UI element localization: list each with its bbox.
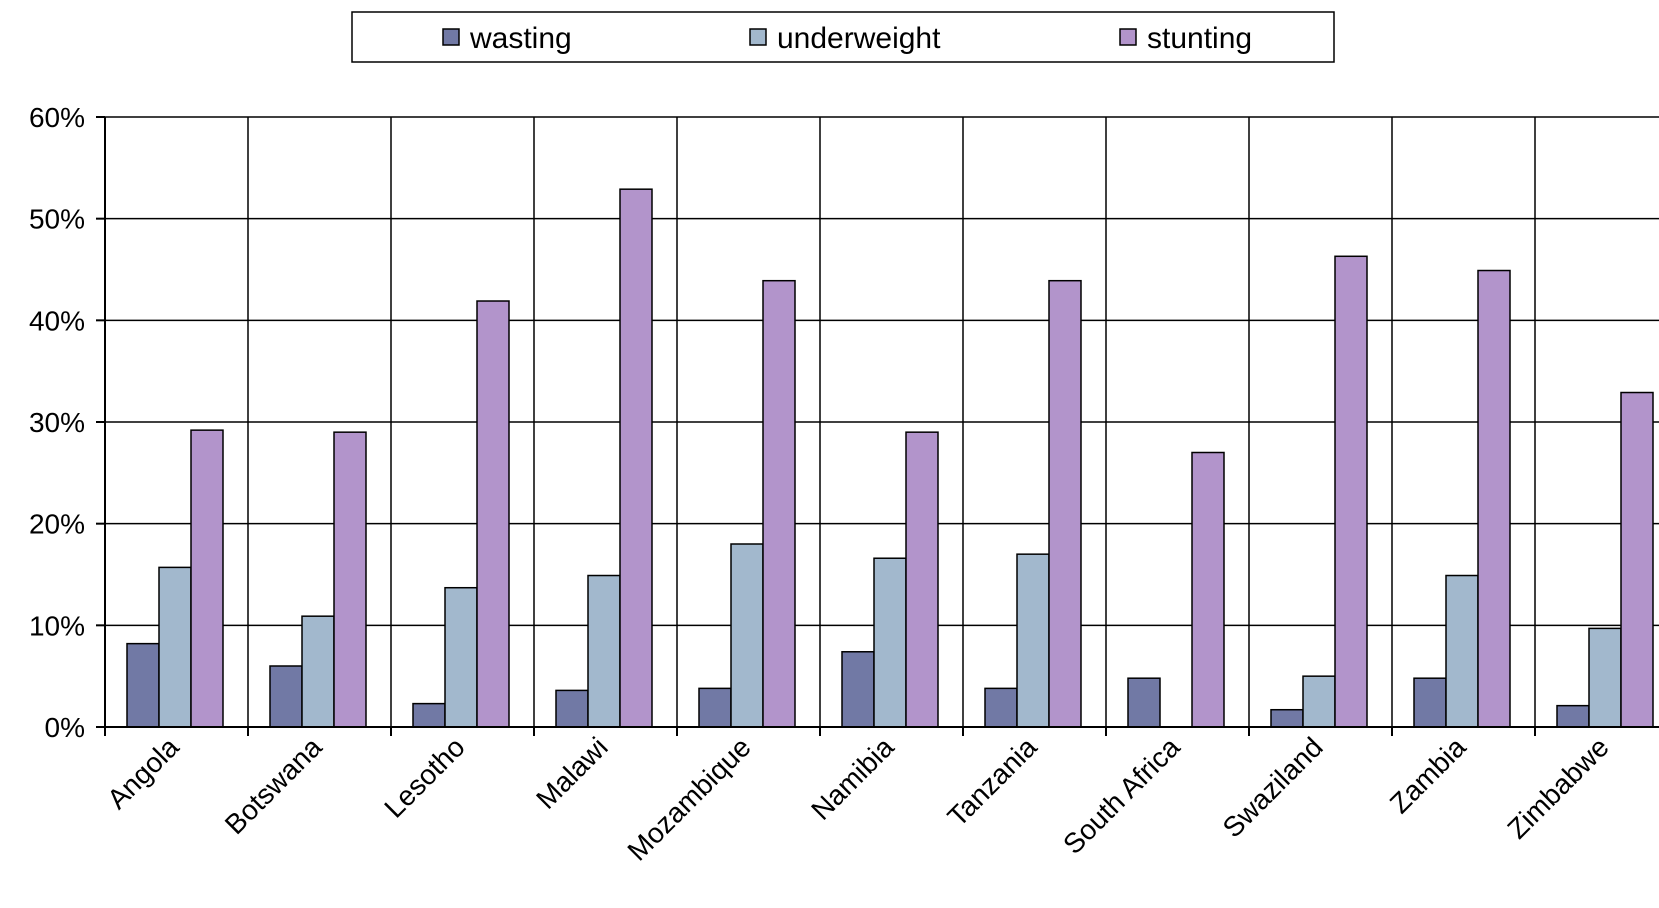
y-tick-label: 20% [29, 509, 85, 540]
bar-wasting-south-africa [1127, 677, 1161, 728]
bar-underweight-angola [158, 566, 192, 728]
bar-underweight-namibia [873, 557, 907, 728]
bar-underweight-zimbabwe [1588, 627, 1622, 728]
x-category-label: Tanzania [942, 731, 1043, 832]
y-tick-label: 30% [29, 407, 85, 438]
legend-label-wasting: wasting [469, 22, 572, 55]
x-category-label: Zambia [1384, 731, 1472, 819]
bar-stunting-botswana [333, 431, 367, 728]
x-category-label: Swaziland [1217, 731, 1329, 843]
legend-swatch-wasting [442, 28, 460, 46]
x-category-label: Angola [101, 731, 185, 815]
bar-stunting-namibia [905, 431, 939, 728]
bar-stunting-swaziland [1334, 255, 1368, 728]
y-tick-label: 60% [29, 102, 85, 133]
bar-wasting-tanzania [984, 687, 1018, 728]
legend-box [351, 11, 1335, 63]
bar-underweight-zambia [1445, 574, 1479, 728]
x-category-label: Botswana [219, 731, 328, 840]
axes [96, 116, 1659, 736]
bar-wasting-mozambique [698, 687, 732, 728]
legend-label-underweight: underweight [777, 22, 941, 55]
legend-label-stunting: stunting [1147, 22, 1252, 55]
x-category-label: Mozambique [621, 731, 756, 866]
bar-stunting-south-africa [1191, 451, 1225, 728]
bars [126, 188, 1654, 728]
bar-wasting-lesotho [412, 702, 446, 728]
bar-underweight-botswana [301, 615, 335, 728]
bar-wasting-namibia [841, 651, 875, 728]
bar-stunting-zimbabwe [1620, 391, 1654, 728]
bar-stunting-zambia [1477, 269, 1511, 728]
bar-stunting-tanzania [1048, 279, 1082, 728]
bar-stunting-mozambique [762, 279, 796, 728]
legend: wasting underweight stunting [351, 11, 1335, 63]
bar-wasting-malawi [555, 689, 589, 728]
bar-wasting-angola [126, 642, 160, 728]
bar-wasting-zambia [1413, 677, 1447, 728]
y-tick-label: 50% [29, 204, 85, 235]
bar-wasting-zimbabwe [1556, 704, 1590, 728]
y-tick-label: 10% [29, 610, 85, 641]
x-category-label: Lesotho [378, 731, 470, 823]
bar-wasting-botswana [269, 665, 303, 728]
y-tick-label: 0% [45, 712, 85, 743]
bar-underweight-lesotho [444, 586, 478, 728]
legend-swatch-underweight [749, 28, 767, 46]
bar-stunting-malawi [619, 188, 653, 728]
x-category-label: Malawi [530, 731, 614, 815]
y-tick-label: 40% [29, 305, 85, 336]
x-category-label: South Africa [1057, 731, 1186, 860]
legend-swatch-stunting [1119, 28, 1137, 46]
bar-underweight-swaziland [1302, 675, 1336, 728]
bar-underweight-malawi [587, 574, 621, 728]
bar-stunting-angola [190, 429, 224, 728]
bar-wasting-swaziland [1270, 708, 1304, 728]
bar-underweight-mozambique [730, 543, 764, 728]
x-category-label: Zimbabwe [1501, 731, 1614, 844]
x-category-label: Namibia [805, 731, 900, 826]
bar-underweight-tanzania [1016, 553, 1050, 728]
labels: 0% 10% 20% 30% 40% 50% 60% Angola Botswana Lesoth… [29, 102, 1615, 867]
bar-stunting-lesotho [476, 300, 510, 728]
